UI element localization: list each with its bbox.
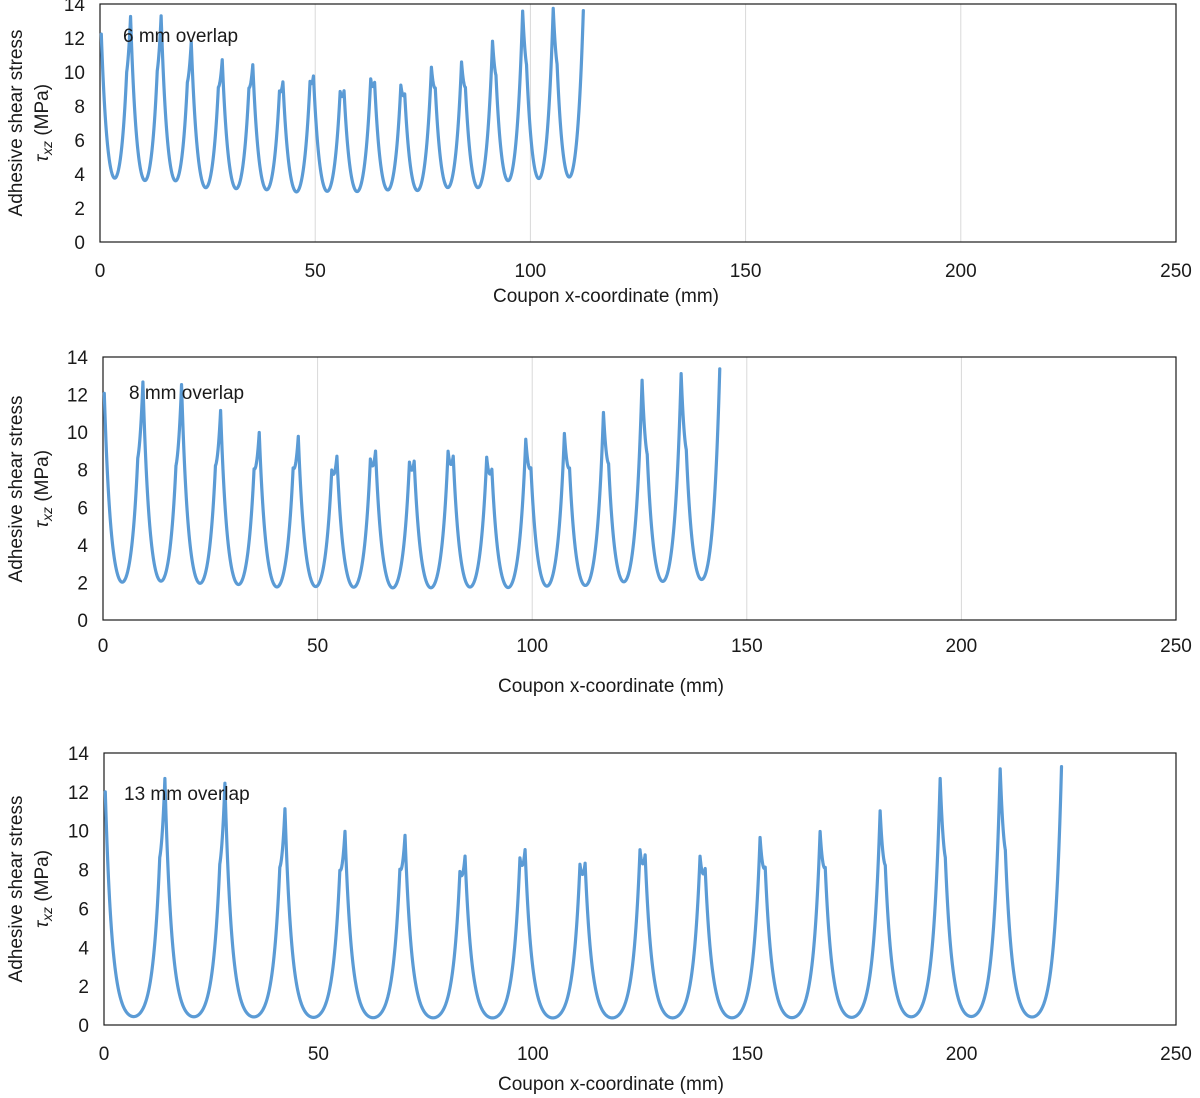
y-tick-label: 14 <box>67 348 89 369</box>
x-tick-label: 150 <box>730 261 762 282</box>
y-tick-label: 0 <box>77 611 88 632</box>
y-tick-label: 12 <box>68 783 89 804</box>
chart-panel-6mm: 0 2 4 6 8 10 12 14 0 50 100 150 200 250 … <box>6 0 1192 307</box>
chart-panel-13mm: 0 2 4 6 8 10 12 14 0 50 100 150 200 250 … <box>6 744 1192 1095</box>
y-tick-label: 2 <box>77 573 88 594</box>
x-tick-label: 150 <box>731 1044 763 1065</box>
x-axis-ticks: 0 50 100 150 200 250 <box>95 261 1192 282</box>
shear-stress-line <box>102 367 722 590</box>
x-tick-label: 200 <box>946 1044 978 1065</box>
y-tick-label: 2 <box>74 199 85 220</box>
y-tick-label: 10 <box>64 63 85 84</box>
y-tick-label: 14 <box>64 0 86 16</box>
y-axis-title-line2: τxz (MPa) <box>32 850 55 928</box>
y-tick-label: 0 <box>74 233 85 254</box>
plot-area-border <box>99 3 1177 243</box>
x-tick-label: 150 <box>731 636 763 657</box>
y-tick-label: 6 <box>74 131 85 152</box>
plot-area-border <box>102 356 1177 621</box>
x-tick-label: 0 <box>99 1044 110 1065</box>
y-axis-title-line1: Adhesive shear stress <box>6 30 27 217</box>
y-tick-label: 6 <box>78 899 89 920</box>
y-tick-label: 8 <box>74 97 85 118</box>
y-tick-label: 4 <box>74 165 85 186</box>
y-tick-label: 10 <box>67 423 88 444</box>
y-tick-label: 10 <box>68 822 89 843</box>
x-tick-label: 50 <box>308 1044 329 1065</box>
overlap-annotation: 6 mm overlap <box>123 26 238 47</box>
shear-stress-line <box>103 764 1064 1020</box>
x-axis-title: Coupon x-coordinate (mm) <box>498 1074 724 1095</box>
overlap-annotation: 13 mm overlap <box>124 784 250 805</box>
x-axis-title: Coupon x-coordinate (mm) <box>498 676 724 697</box>
y-tick-label: 12 <box>64 29 85 50</box>
overlap-annotation: 8 mm overlap <box>129 383 244 404</box>
x-tick-label: 50 <box>307 636 328 657</box>
y-tick-label: 4 <box>78 938 89 959</box>
y-tick-label: 2 <box>78 977 89 998</box>
x-tick-label: 0 <box>98 636 109 657</box>
gridlines <box>314 4 962 242</box>
x-axis-ticks: 0 50 100 150 200 250 <box>99 1044 1192 1065</box>
y-tick-label: 12 <box>67 386 88 407</box>
y-axis-ticks: 0 2 4 6 8 10 12 14 <box>64 0 86 254</box>
y-axis-title-line2: τxz (MPa) <box>32 450 55 528</box>
x-tick-label: 250 <box>1160 1044 1192 1065</box>
y-tick-label: 8 <box>77 461 88 482</box>
x-tick-label: 250 <box>1160 261 1192 282</box>
y-tick-label: 14 <box>68 744 90 765</box>
y-tick-label: 0 <box>78 1016 89 1037</box>
x-tick-label: 200 <box>946 636 978 657</box>
chart-panel-8mm: 0 2 4 6 8 10 12 14 0 50 100 150 200 250 … <box>6 348 1192 697</box>
x-tick-label: 100 <box>516 636 548 657</box>
x-tick-label: 100 <box>515 261 547 282</box>
y-tick-label: 8 <box>78 861 89 882</box>
x-tick-label: 50 <box>305 261 326 282</box>
shear-stress-line <box>99 6 585 194</box>
x-tick-label: 0 <box>95 261 106 282</box>
x-axis-ticks: 0 50 100 150 200 250 <box>98 636 1192 657</box>
plot-area-border <box>103 752 1177 1026</box>
y-axis-ticks: 0 2 4 6 8 10 12 14 <box>68 744 90 1037</box>
y-tick-label: 6 <box>77 498 88 519</box>
y-axis-title-line2: τxz (MPa) <box>32 84 55 162</box>
y-axis-ticks: 0 2 4 6 8 10 12 14 <box>67 348 89 632</box>
y-axis-title-line1: Adhesive shear stress <box>6 796 27 983</box>
y-axis-title-line1: Adhesive shear stress <box>6 396 27 583</box>
x-axis-title: Coupon x-coordinate (mm) <box>493 286 719 307</box>
x-tick-label: 200 <box>945 261 977 282</box>
y-tick-label: 4 <box>77 536 88 557</box>
x-tick-label: 100 <box>517 1044 549 1065</box>
x-tick-label: 250 <box>1160 636 1192 657</box>
